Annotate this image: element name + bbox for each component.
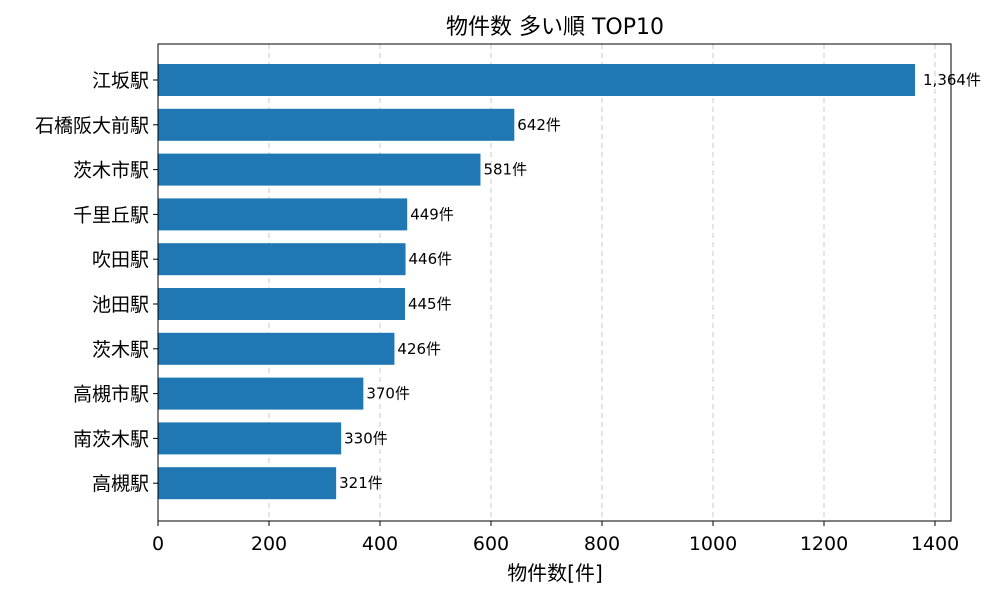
bar-value-label: 370件	[366, 385, 410, 403]
bar-value-label: 449件	[410, 205, 454, 223]
x-axis-ticks: 0 200 400 600 800 1000 1200 1400	[152, 521, 959, 555]
bar	[158, 153, 481, 186]
x-tick-label: 800	[584, 533, 620, 555]
bars	[158, 64, 916, 500]
x-tick-label: 1400	[911, 533, 959, 555]
plot-frame	[157, 43, 952, 522]
bar	[158, 332, 395, 365]
bar	[158, 288, 405, 320]
y-tick-label: 池田駅	[92, 294, 149, 316]
x-tick-label: 1200	[800, 533, 848, 555]
y-tick-label: 茨木市駅	[73, 160, 149, 182]
bar-value-label: 445件	[408, 295, 452, 313]
bar	[158, 422, 342, 455]
y-tick-label: 高槻駅	[92, 473, 149, 495]
bar-value-label: 321件	[339, 474, 383, 492]
y-tick-label: 高槻市駅	[73, 384, 149, 406]
bar-value-label: 426件	[397, 340, 441, 358]
x-axis-label: 物件数[件]	[507, 561, 603, 585]
bar	[158, 467, 337, 500]
x-tick-label: 1000	[689, 533, 737, 555]
y-tick-label: 南茨木駅	[73, 428, 149, 450]
bar	[158, 377, 364, 410]
bar-value-label: 446件	[409, 250, 453, 268]
grid-lines	[268, 44, 936, 521]
y-tick-label: 吹田駅	[92, 249, 149, 271]
x-tick-label: 600	[473, 533, 509, 555]
x-tick-label: 200	[251, 533, 287, 555]
y-tick-label: 千里丘駅	[73, 204, 149, 226]
x-tick-label: 0	[152, 533, 164, 555]
bar	[158, 198, 408, 231]
chart-title: 物件数 多い順 TOP10	[446, 15, 664, 40]
bar-value-label: 330件	[344, 429, 388, 447]
bar	[158, 108, 515, 141]
y-tick-label: 石橋阪大前駅	[35, 115, 149, 137]
data-labels: 1,364件 642件 581件 449件 446件 445件 426件 370件 330件 32…	[339, 71, 981, 492]
bar	[158, 243, 406, 276]
bar-value-label: 1,364件	[923, 71, 981, 89]
bar-value-label: 642件	[517, 116, 561, 134]
y-tick-label: 茨木駅	[92, 339, 149, 361]
x-tick-label: 400	[362, 533, 398, 555]
bar-value-label: 581件	[483, 161, 527, 179]
bar	[158, 64, 916, 96]
y-tick-label: 江坂駅	[92, 70, 149, 92]
